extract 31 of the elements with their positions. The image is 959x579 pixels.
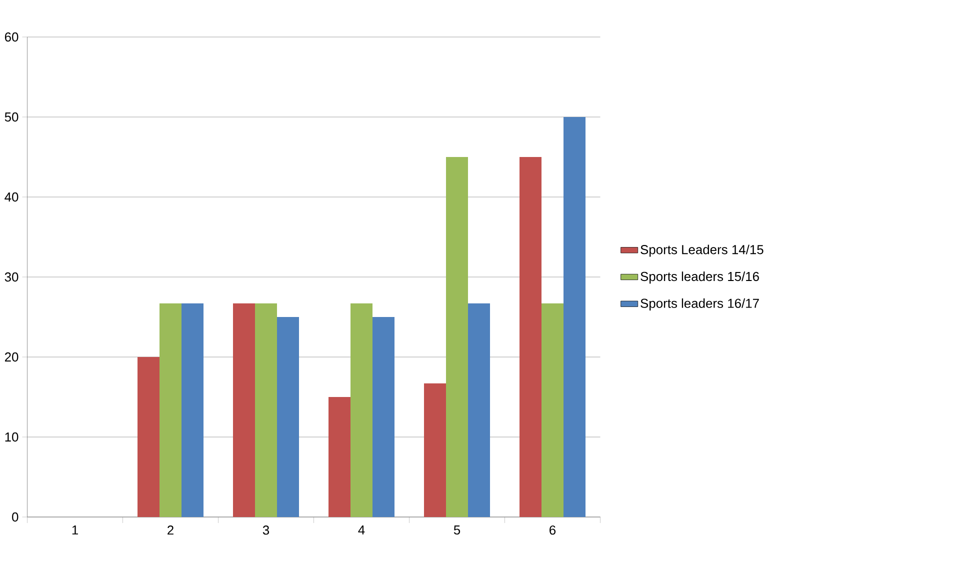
y-tick-label: 10 [5,432,18,442]
bar [372,316,394,517]
x-tick-label: 2 [168,526,174,535]
x-tick-label: 5 [454,526,460,535]
y-tick-label: 40 [4,192,18,202]
bar [160,303,182,517]
bar [446,156,468,517]
bar [328,397,350,517]
y-tick-label: 30 [4,272,18,282]
x-tick-label: 3 [262,526,270,535]
bar [350,303,372,517]
bar [233,303,255,517]
bar [277,316,299,517]
y-tick-label: 20 [4,352,18,362]
y-tick-label: 0 [12,512,18,522]
y-tick-label: 50 [4,112,18,122]
bar [542,303,564,517]
legend-label: Sports leaders 16/17 [640,298,759,310]
bar [138,357,160,517]
x-tick-label: 1 [72,526,78,534]
legend-label: Sports leaders 15/16 [640,272,759,284]
bar [255,303,277,517]
bar [564,116,586,517]
legend-label: Sports Leaders 14/15 [640,244,764,257]
y-tick-label: 60 [4,32,18,42]
bar [424,383,446,517]
x-tick-label: 6 [550,526,556,535]
bar [520,156,542,517]
x-tick-label: 4 [358,526,365,534]
bar [182,303,204,517]
bar [468,303,490,517]
